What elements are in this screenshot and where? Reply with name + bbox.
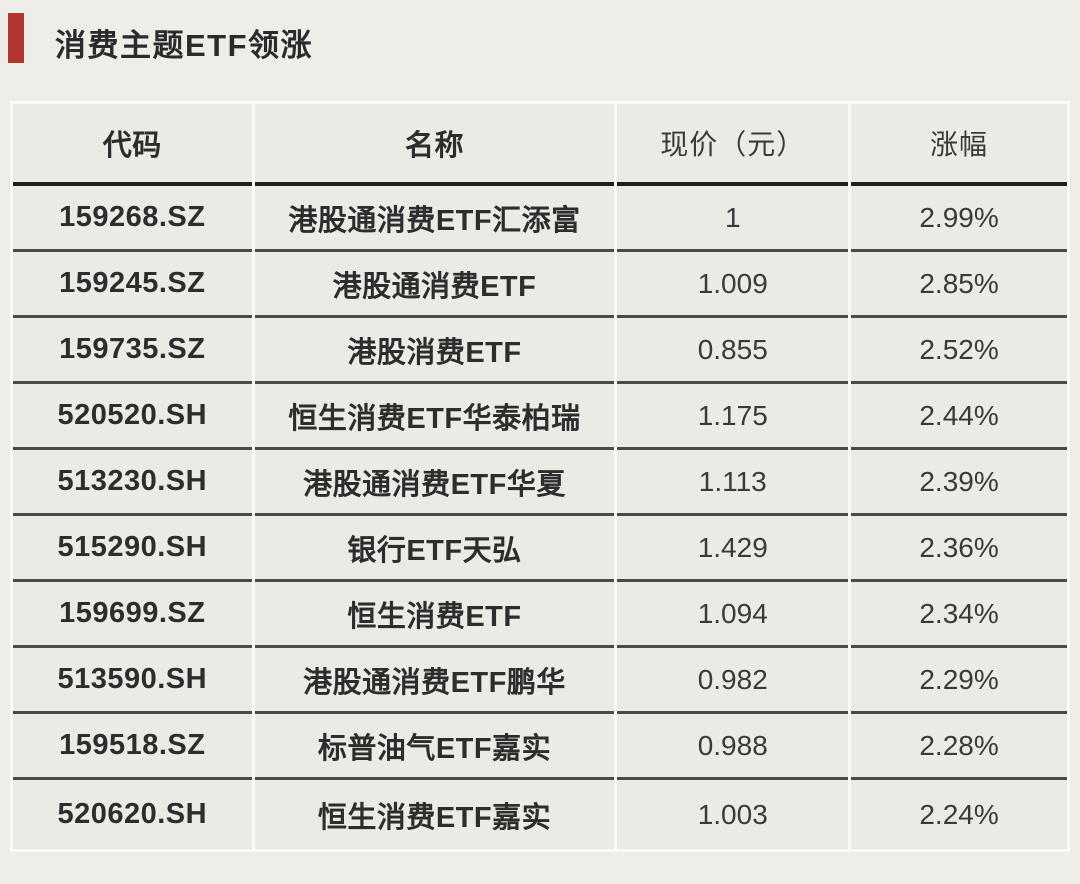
header-cell-name: 名称 — [254, 104, 615, 186]
cell-change: 2.44% — [851, 384, 1067, 450]
etf-table: 代码 名称 现价（元） 涨幅 159268.SZ 港股通消费ETF汇添富 1 2… — [10, 101, 1070, 852]
cell-price: 1.429 — [617, 516, 849, 582]
table-row: 159518.SZ 标普油气ETF嘉实 0.988 2.28% — [13, 714, 1067, 780]
cell-name: 港股通消费ETF汇添富 — [254, 186, 615, 252]
cell-price: 0.982 — [617, 648, 849, 714]
header-cell-change: 涨幅 — [851, 104, 1067, 186]
cell-price: 1.009 — [617, 252, 849, 318]
table-row: 520520.SH 恒生消费ETF华泰柏瑞 1.175 2.44% — [13, 384, 1067, 450]
cell-change: 2.85% — [851, 252, 1067, 318]
table-row: 520620.SH 恒生消费ETF嘉实 1.003 2.24% — [13, 780, 1067, 849]
cell-change: 2.34% — [851, 582, 1067, 648]
cell-code: 520620.SH — [13, 780, 252, 849]
cell-name: 港股消费ETF — [254, 318, 615, 384]
cell-change: 2.29% — [851, 648, 1067, 714]
cell-change: 2.52% — [851, 318, 1067, 384]
cell-price: 1.094 — [617, 582, 849, 648]
title-accent-bar — [8, 13, 24, 63]
cell-change: 2.28% — [851, 714, 1067, 780]
table-row: 515290.SH 银行ETF天弘 1.429 2.36% — [13, 516, 1067, 582]
cell-price: 0.988 — [617, 714, 849, 780]
table-header-row: 代码 名称 现价（元） 涨幅 — [13, 104, 1067, 186]
table-row: 513230.SH 港股通消费ETF华夏 1.113 2.39% — [13, 450, 1067, 516]
cell-price: 0.855 — [617, 318, 849, 384]
cell-code: 159699.SZ — [13, 582, 252, 648]
cell-name: 港股通消费ETF华夏 — [254, 450, 615, 516]
cell-change: 2.39% — [851, 450, 1067, 516]
cell-name: 港股通消费ETF鹏华 — [254, 648, 615, 714]
cell-code: 159245.SZ — [13, 252, 252, 318]
table-row: 159735.SZ 港股消费ETF 0.855 2.52% — [13, 318, 1067, 384]
table-row: 159268.SZ 港股通消费ETF汇添富 1 2.99% — [13, 186, 1067, 252]
cell-code: 513590.SH — [13, 648, 252, 714]
cell-change: 2.99% — [851, 186, 1067, 252]
cell-code: 520520.SH — [13, 384, 252, 450]
cell-change: 2.36% — [851, 516, 1067, 582]
cell-price: 1.113 — [617, 450, 849, 516]
table-row: 513590.SH 港股通消费ETF鹏华 0.982 2.29% — [13, 648, 1067, 714]
table-body: 159268.SZ 港股通消费ETF汇添富 1 2.99% 159245.SZ … — [13, 186, 1067, 849]
cell-code: 159518.SZ — [13, 714, 252, 780]
header-cell-price: 现价（元） — [617, 104, 849, 186]
cell-code: 515290.SH — [13, 516, 252, 582]
cell-code: 159735.SZ — [13, 318, 252, 384]
table-row: 159699.SZ 恒生消费ETF 1.094 2.34% — [13, 582, 1067, 648]
cell-code: 159268.SZ — [13, 186, 252, 252]
cell-name: 恒生消费ETF嘉实 — [254, 780, 615, 849]
cell-price: 1.175 — [617, 384, 849, 450]
title-row: 消费主题ETF领涨 — [0, 0, 1080, 103]
cell-name: 恒生消费ETF华泰柏瑞 — [254, 384, 615, 450]
table-row: 159245.SZ 港股通消费ETF 1.009 2.85% — [13, 252, 1067, 318]
cell-price: 1.003 — [617, 780, 849, 849]
cell-name: 恒生消费ETF — [254, 582, 615, 648]
cell-code: 513230.SH — [13, 450, 252, 516]
header-cell-code: 代码 — [13, 104, 252, 186]
page-title: 消费主题ETF领涨 — [55, 28, 314, 63]
cell-name: 港股通消费ETF — [254, 252, 615, 318]
cell-name: 标普油气ETF嘉实 — [254, 714, 615, 780]
cell-price: 1 — [617, 186, 849, 252]
cell-name: 银行ETF天弘 — [254, 516, 615, 582]
cell-change: 2.24% — [851, 780, 1067, 849]
